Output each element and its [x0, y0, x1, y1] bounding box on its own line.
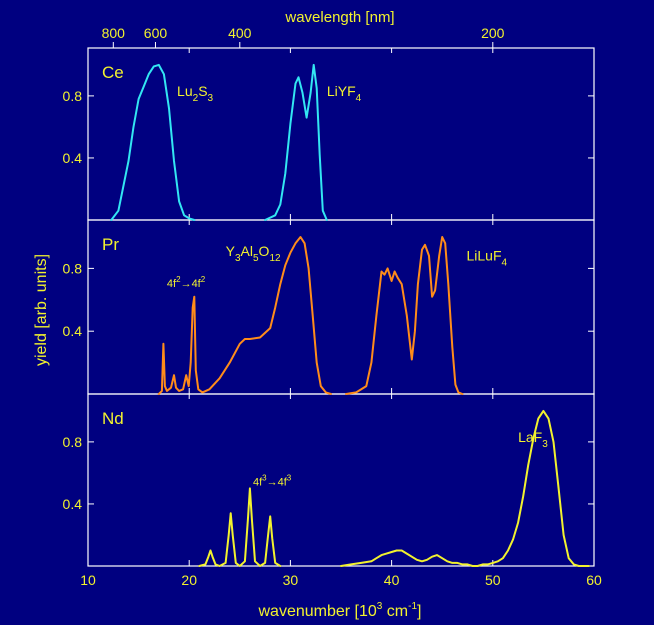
series-line-nd-1 [340, 409, 590, 567]
series-line-pr-1 [345, 236, 464, 395]
x-tick-label-5: 60 [586, 572, 602, 588]
annotation-ce-1: LiYF4 [327, 83, 362, 104]
annotation-part-pr-1-4: O [259, 243, 270, 259]
annotation-part-pr-0-1: 2 [176, 275, 181, 284]
annotation-part-nd-1-0: LaF [518, 429, 542, 445]
annotation-pr-0: 4f2→4f2 [167, 275, 206, 290]
top-tick-label-0: 800 [102, 25, 126, 41]
chart-series [110, 63, 590, 567]
annotation-part-nd-0-1: 3 [262, 473, 267, 482]
series-line-ce-1 [264, 63, 328, 221]
top-tick-label-1: 600 [144, 25, 168, 41]
annotation-nd-1: LaF3 [518, 429, 548, 450]
x-axis-title: wavenumber [103 cm-1] [258, 601, 422, 620]
panel-frame-nd [87, 393, 595, 567]
x-tick-label-3: 40 [384, 572, 400, 588]
series-line-pr-0 [157, 236, 332, 395]
x-axis-title-sup1: 3 [377, 601, 383, 612]
x-tick-label-2: 30 [283, 572, 299, 588]
x-tick-label-0: 10 [80, 572, 96, 588]
annotation-part-nd-0-0: 4f [253, 476, 263, 488]
panel-label-pr: Pr [102, 235, 119, 254]
annotation-nd-0: 4f3→4f3 [253, 473, 292, 488]
annotation-ce-0: Lu2S3 [177, 83, 213, 104]
y-tick-label-pr-1: 0.8 [63, 260, 83, 276]
panel-label-nd: Nd [102, 409, 124, 428]
top-axis-title: wavelength [nm] [284, 9, 394, 26]
x-tick-label-1: 20 [181, 572, 197, 588]
x-axis-title-base: wavenumber [10 [258, 603, 377, 620]
annotation-part-ce-0-2: S [198, 83, 207, 99]
annotation-part-pr-0-2: →4f [181, 278, 202, 290]
annotation-part-ce-1-0: LiYF [327, 83, 356, 99]
annotation-pr-1: Y3Al5O12 [226, 243, 281, 264]
annotation-part-nd-0-3: 3 [287, 473, 292, 482]
y-tick-label-ce-1: 0.8 [63, 88, 83, 104]
annotation-part-ce-1-1: 4 [356, 93, 362, 104]
annotation-part-pr-2-1: 4 [502, 258, 508, 269]
x-tick-label-4: 50 [485, 572, 501, 588]
annotation-part-ce-0-3: 3 [208, 93, 214, 104]
annotation-part-pr-0-3: 2 [201, 275, 206, 284]
y-axis-title: yield [arb. units] [33, 254, 50, 366]
annotation-part-ce-0-1: 2 [193, 93, 199, 104]
annotation-part-pr-1-1: 3 [235, 253, 241, 264]
top-tick-label-3: 200 [481, 25, 505, 41]
annotation-part-nd-1-1: 3 [542, 439, 548, 450]
annotation-part-pr-1-0: Y [226, 243, 236, 259]
y-tick-label-pr-0: 0.4 [63, 323, 83, 339]
chart-axes: 0.4 0.8 0.4 0.8 0.4 0.8 10 20 30 40 50 60 800 600 400 2… [63, 25, 602, 588]
annotation-part-pr-1-2: Al [241, 243, 253, 259]
series-line-ce-0 [110, 63, 196, 221]
series-line-nd-0 [198, 487, 282, 567]
y-tick-label-nd-0: 0.4 [63, 496, 83, 512]
annotation-part-ce-0-0: Lu [177, 83, 193, 99]
annotation-part-pr-2-0: LiLuF [466, 248, 501, 264]
annotation-part-pr-1-5: 12 [269, 253, 281, 264]
annotation-part-nd-0-2: →4f [267, 476, 288, 488]
y-tick-label-ce-0: 0.4 [63, 150, 83, 166]
panel-label-ce: Ce [102, 63, 124, 82]
annotation-part-pr-0-0: 4f [167, 278, 177, 290]
y-tick-label-nd-1: 0.8 [63, 434, 83, 450]
chart-frames [87, 47, 595, 567]
x-axis-title-end: ] [417, 603, 421, 620]
annotation-pr-2: LiLuF4 [466, 248, 507, 269]
x-axis-title-sup2: -1 [408, 601, 417, 612]
x-axis-title-mid: cm [382, 603, 408, 620]
top-tick-label-2: 400 [228, 25, 252, 41]
annotation-part-pr-1-3: 5 [253, 253, 259, 264]
